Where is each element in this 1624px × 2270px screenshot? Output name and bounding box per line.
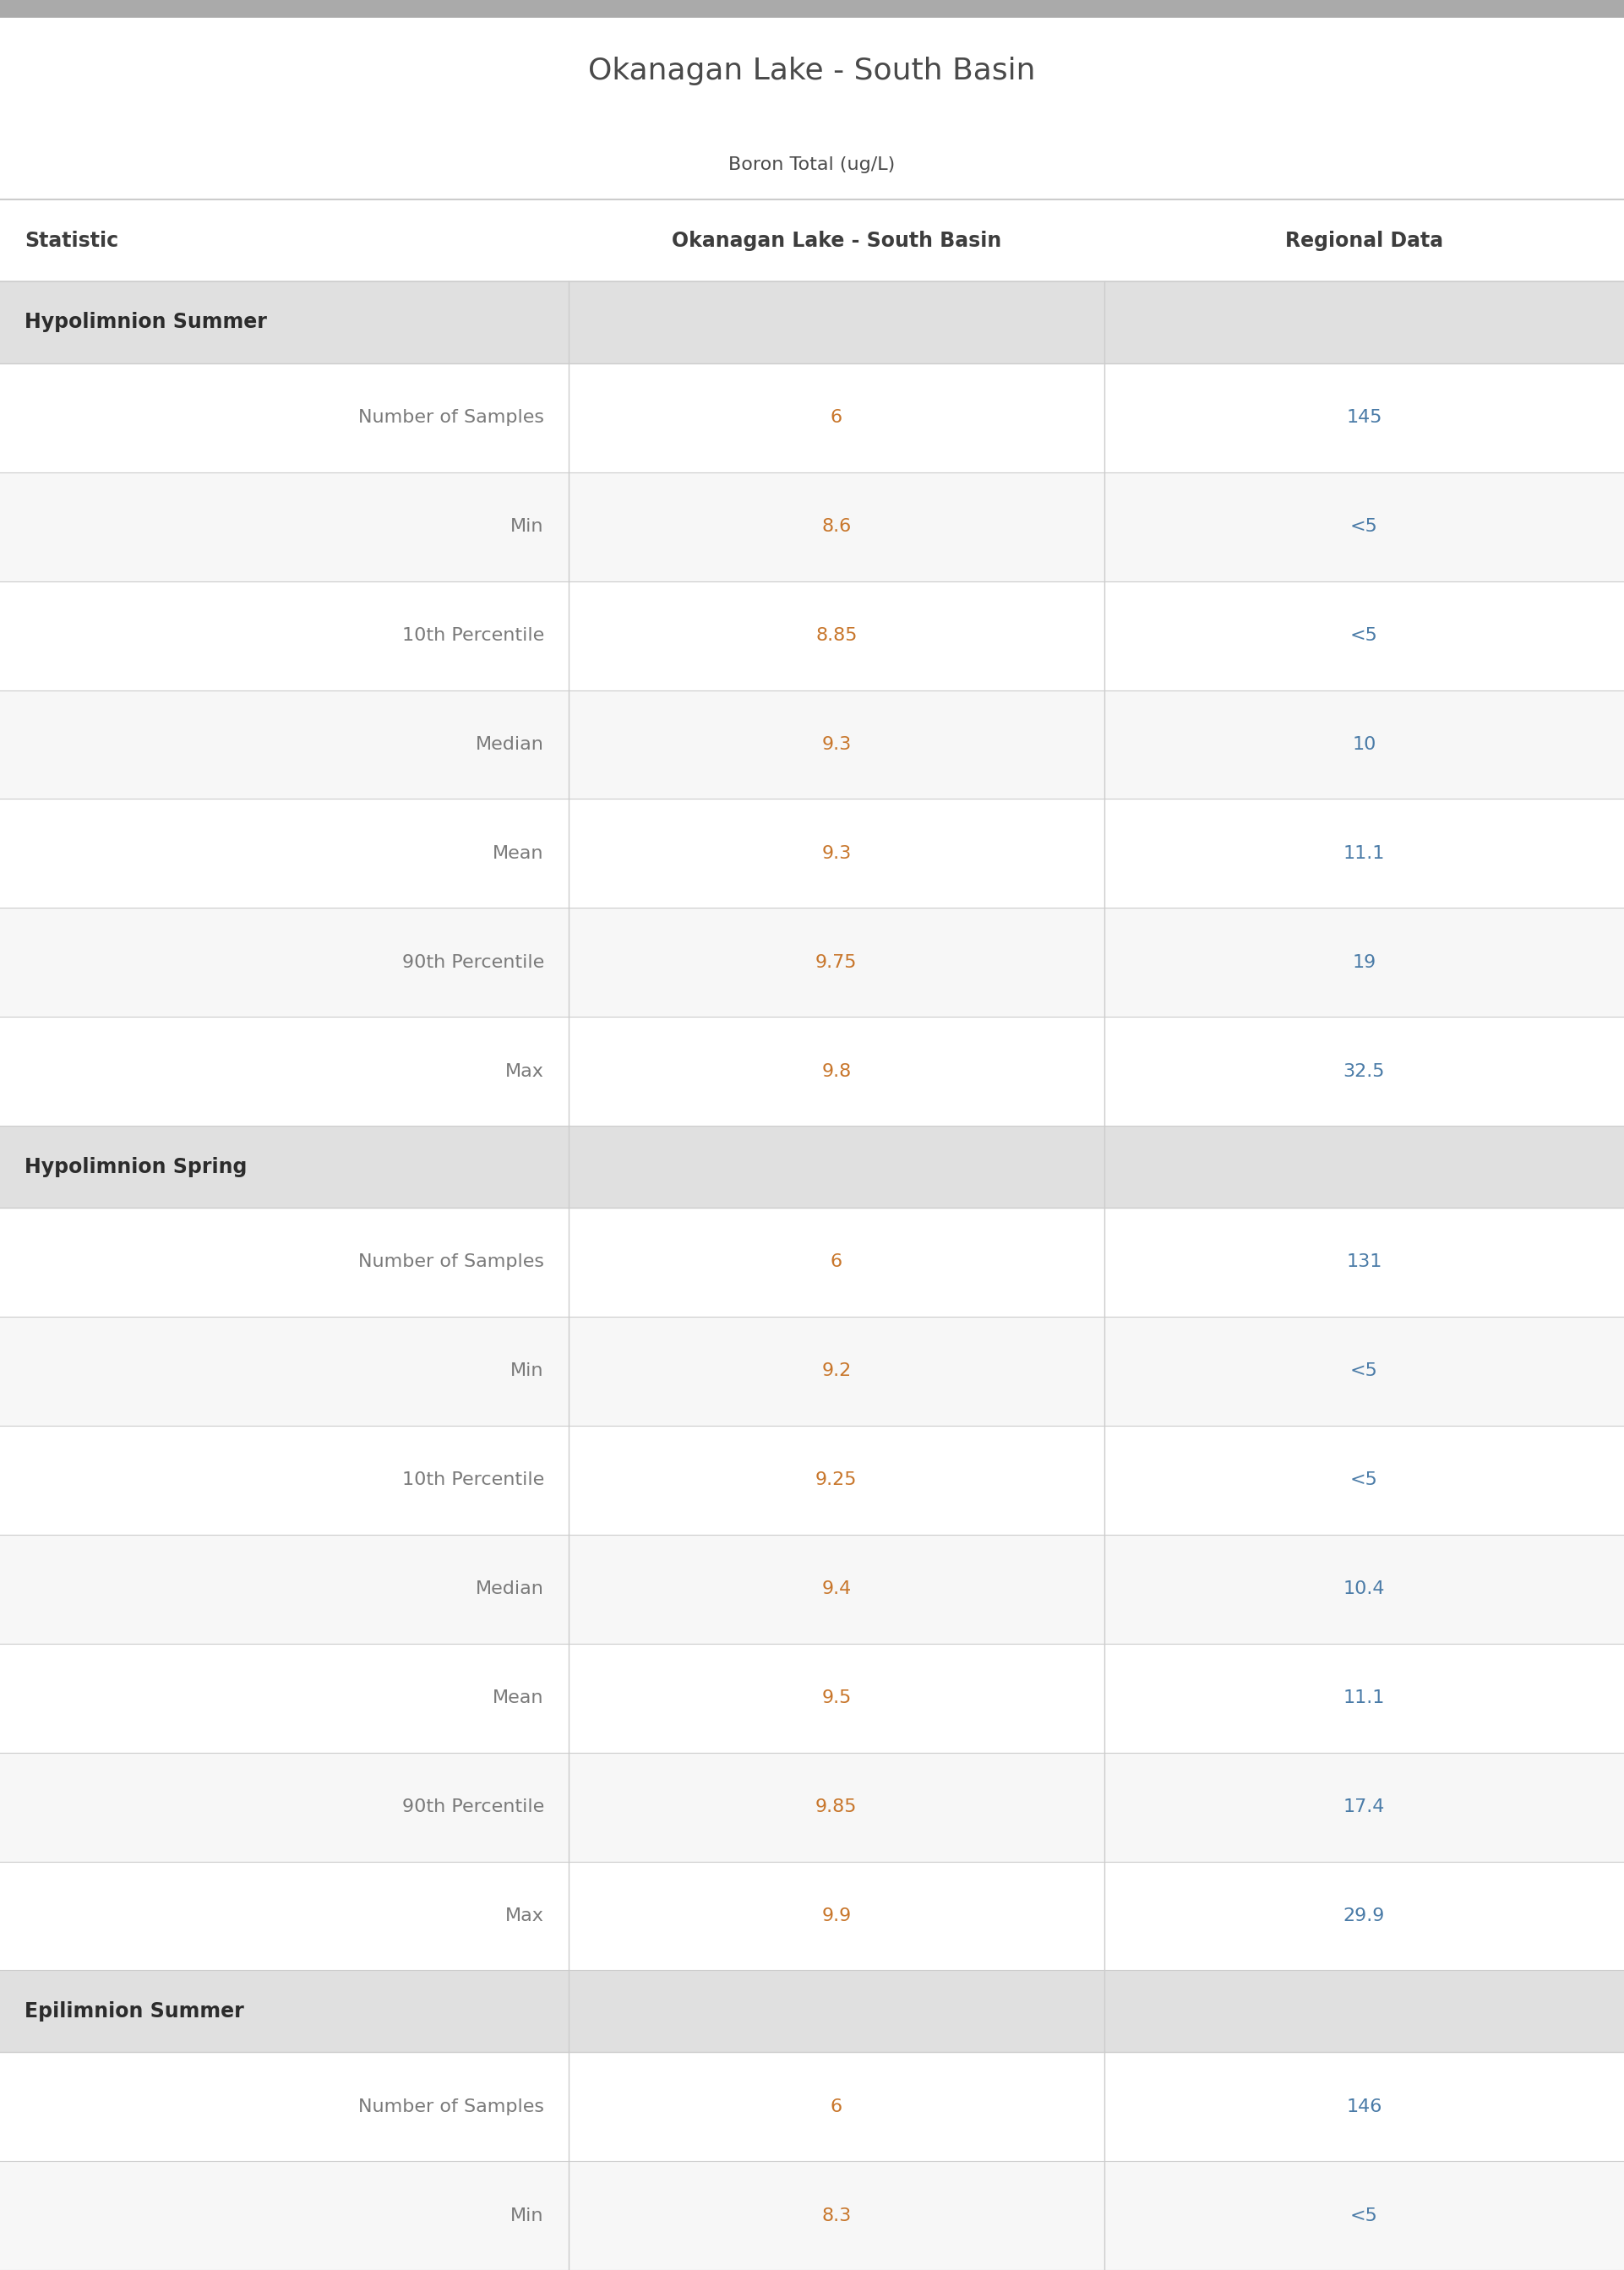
Bar	[0, 1970, 1624, 2052]
Bar	[0, 2052, 1624, 2161]
Text: 9.5: 9.5	[822, 1689, 851, 1707]
Text: Hypolimnion Summer: Hypolimnion Summer	[24, 313, 266, 331]
Text: 11.1: 11.1	[1343, 1689, 1385, 1707]
Bar	[0, 1535, 1624, 1643]
Text: 8.6: 8.6	[822, 518, 851, 536]
Text: 10th Percentile: 10th Percentile	[401, 1471, 544, 1489]
Text: Regional Data: Regional Data	[1285, 232, 1444, 250]
Bar	[0, 1752, 1624, 1861]
Text: 6: 6	[830, 1253, 843, 1271]
Bar	[0, 1208, 1624, 1317]
Text: 6: 6	[830, 409, 843, 427]
Bar	[0, 1861, 1624, 1970]
Text: Number of Samples: Number of Samples	[359, 409, 544, 427]
Text: Number of Samples: Number of Samples	[359, 2097, 544, 2116]
Text: 8.85: 8.85	[815, 627, 857, 645]
Bar	[0, 581, 1624, 690]
Text: 19: 19	[1353, 953, 1376, 972]
Text: Mean: Mean	[494, 844, 544, 863]
Text: <5: <5	[1350, 1471, 1379, 1489]
Text: 9.85: 9.85	[815, 1798, 857, 1816]
Text: <5: <5	[1350, 1362, 1379, 1380]
Bar	[0, 2161, 1624, 2270]
Text: Epilimnion Summer: Epilimnion Summer	[24, 2002, 244, 2020]
Text: 8.3: 8.3	[822, 2206, 851, 2225]
Bar	[0, 363, 1624, 472]
Text: 9.75: 9.75	[815, 953, 857, 972]
Bar	[0, 908, 1624, 1017]
Text: 9.9: 9.9	[822, 1907, 851, 1925]
Text: 90th Percentile: 90th Percentile	[401, 1798, 544, 1816]
Text: 10: 10	[1353, 735, 1376, 754]
Text: Median: Median	[476, 1580, 544, 1598]
Bar	[0, 1317, 1624, 1426]
Bar	[0, 472, 1624, 581]
Text: 29.9: 29.9	[1343, 1907, 1385, 1925]
Text: <5: <5	[1350, 518, 1379, 536]
Text: Okanagan Lake - South Basin: Okanagan Lake - South Basin	[671, 232, 1002, 250]
Text: 90th Percentile: 90th Percentile	[401, 953, 544, 972]
Text: 131: 131	[1346, 1253, 1382, 1271]
Text: 10th Percentile: 10th Percentile	[401, 627, 544, 645]
Text: 9.2: 9.2	[822, 1362, 851, 1380]
Bar	[0, 0, 1624, 18]
Text: Mean: Mean	[494, 1689, 544, 1707]
Text: Okanagan Lake - South Basin: Okanagan Lake - South Basin	[588, 57, 1036, 86]
Text: 17.4: 17.4	[1343, 1798, 1385, 1816]
Text: Min: Min	[510, 518, 544, 536]
Bar	[0, 1643, 1624, 1752]
Text: 9.3: 9.3	[822, 735, 851, 754]
Bar	[0, 1426, 1624, 1535]
Text: Median: Median	[476, 735, 544, 754]
Text: Min: Min	[510, 1362, 544, 1380]
Text: Max: Max	[505, 1907, 544, 1925]
Text: 9.3: 9.3	[822, 844, 851, 863]
Bar	[0, 799, 1624, 908]
Bar	[0, 281, 1624, 363]
Text: 6: 6	[830, 2097, 843, 2116]
Text: 145: 145	[1346, 409, 1382, 427]
Text: 146: 146	[1346, 2097, 1382, 2116]
Text: <5: <5	[1350, 2206, 1379, 2225]
Text: Max: Max	[505, 1062, 544, 1081]
Text: Min: Min	[510, 2206, 544, 2225]
Text: Number of Samples: Number of Samples	[359, 1253, 544, 1271]
Text: Statistic: Statistic	[24, 232, 119, 250]
Text: Hypolimnion Spring: Hypolimnion Spring	[24, 1158, 247, 1176]
Bar	[0, 690, 1624, 799]
Text: 32.5: 32.5	[1343, 1062, 1385, 1081]
Text: 9.25: 9.25	[815, 1471, 857, 1489]
Text: Boron Total (ug/L): Boron Total (ug/L)	[729, 157, 895, 173]
Text: <5: <5	[1350, 627, 1379, 645]
Text: 9.4: 9.4	[822, 1580, 851, 1598]
Text: 11.1: 11.1	[1343, 844, 1385, 863]
Bar	[0, 1017, 1624, 1126]
Text: 10.4: 10.4	[1343, 1580, 1385, 1598]
Bar	[0, 1126, 1624, 1208]
Text: 9.8: 9.8	[822, 1062, 851, 1081]
